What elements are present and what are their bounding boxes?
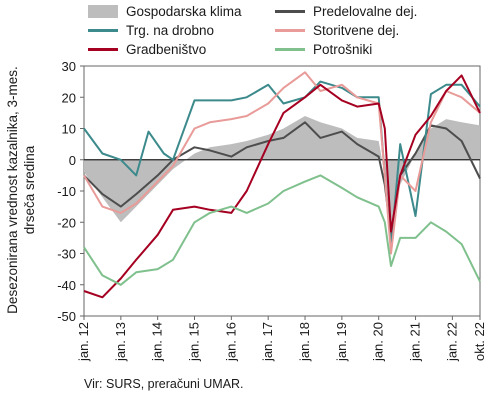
series-line-4 [83, 174, 481, 286]
series-line-3 [83, 74, 481, 299]
legend-item-potrosniki: Potrošniki [275, 40, 372, 58]
y-tick-label: -20 [57, 215, 76, 230]
source-note: Vir: SURS, preračuni UMAR. [84, 377, 244, 391]
legend-swatch-gospodarska-klima [88, 4, 118, 18]
x-tick-label: jan. 13 [113, 322, 128, 362]
x-tick-label: jan. 22 [444, 322, 459, 362]
y-tick-label: -10 [57, 184, 76, 199]
x-tick-label: jan. 17 [260, 322, 275, 362]
legend-label-potrosniki: Potrošniki [313, 41, 373, 57]
series-line-2 [83, 71, 481, 255]
legend-item-storitvene: Storitvene dej. [275, 21, 399, 39]
legend-label-gospodarska-klima: Gospodarska klima [126, 3, 242, 19]
series-line-0 [83, 121, 481, 236]
legend-swatch-potrosniki [275, 47, 305, 51]
x-tick-label: okt. 22 [472, 322, 487, 361]
y-tick-label: 0 [69, 153, 76, 168]
legend-item-predelovalne: Predelovalne dej. [275, 2, 417, 20]
legend-swatch-trg-na-drobno [88, 28, 118, 32]
y-tick-label: 30 [62, 59, 76, 74]
legend-item-gradbenistvo: Gradbeništvo [88, 40, 206, 58]
y-tick-label: -50 [57, 309, 76, 324]
x-tick-label: jan. 18 [297, 322, 312, 362]
x-tick-label: jan. 20 [371, 322, 386, 362]
legend-item-trg-na-drobno: Trg. na drobno [88, 21, 214, 39]
x-tick-label: jan. 12 [76, 322, 91, 362]
x-tick-label: jan. 16 [223, 322, 238, 362]
x-tick-label: jan. 21 [408, 322, 423, 362]
legend-swatch-storitvene [275, 28, 305, 32]
series-line-1 [83, 80, 481, 249]
legend: Gospodarska klima Predelovalne dej. Trg.… [0, 0, 490, 64]
legend-swatch-predelovalne [275, 9, 305, 13]
y-tick-label: -30 [57, 247, 76, 262]
y-tick-label: 20 [62, 90, 76, 105]
legend-item-gospodarska-klima: Gospodarska klima [88, 2, 242, 20]
legend-label-trg-na-drobno: Trg. na drobno [126, 22, 215, 38]
legend-label-gradbenistvo: Gradbeništvo [126, 41, 207, 57]
x-tick-label: jan. 19 [334, 322, 349, 362]
x-tick-label: jan. 14 [150, 322, 165, 362]
y-tick-label: 10 [62, 122, 76, 137]
y-tick-label: -40 [57, 278, 76, 293]
legend-label-storitvene: Storitvene dej. [313, 22, 400, 38]
legend-label-predelovalne: Predelovalne dej. [313, 3, 418, 19]
x-tick-label: jan. 15 [187, 322, 202, 362]
legend-swatch-gradbenistvo [88, 47, 118, 51]
